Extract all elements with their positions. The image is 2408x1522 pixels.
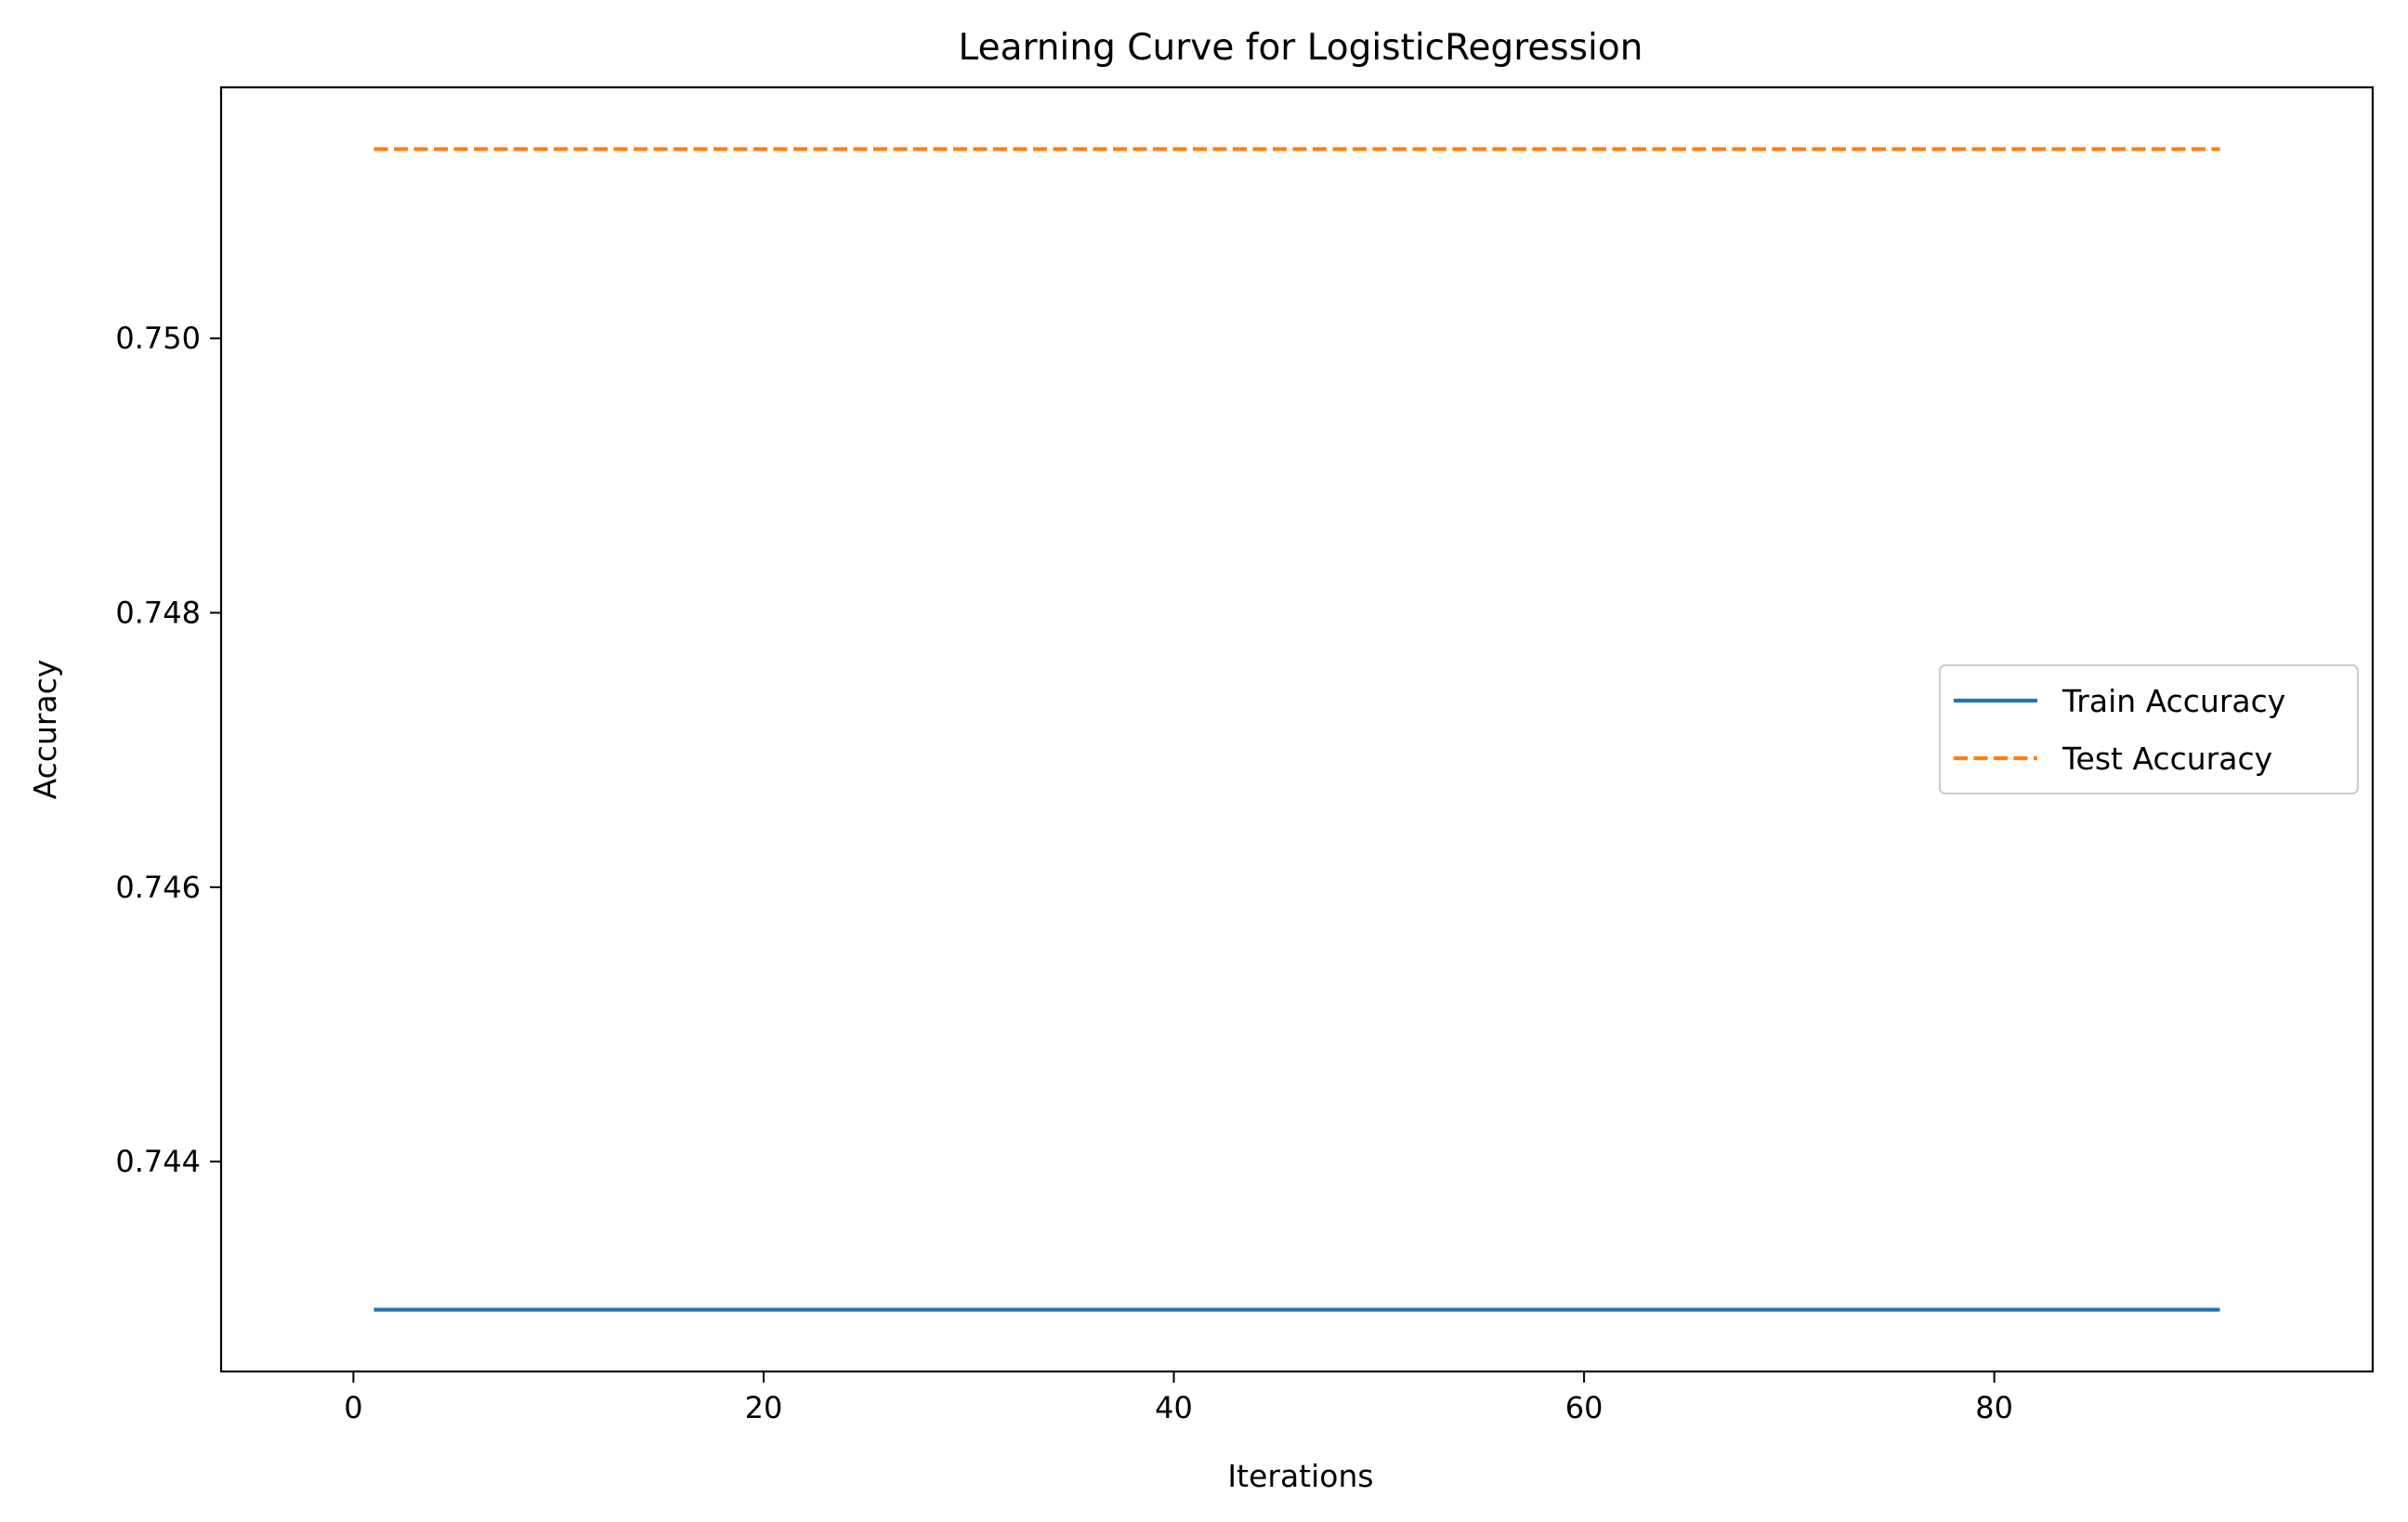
legend: Train Accuracy Test Accuracy [1939, 664, 2359, 794]
chart-title: Learning Curve for LogisticRegression [959, 27, 1643, 69]
y-tick-label: 0.744 [115, 1144, 201, 1179]
x-tick-label: 0 [344, 1390, 362, 1425]
y-axis-label: Accuracy [27, 660, 63, 800]
y-axis-ticks: 0.744 0.746 0.748 0.750 [115, 321, 221, 1179]
x-tick-label: 80 [1975, 1390, 2013, 1425]
y-tick-label: 0.748 [115, 595, 201, 630]
legend-label: Train Accuracy [2061, 683, 2285, 719]
x-tick-label: 60 [1565, 1390, 1603, 1425]
x-axis-ticks: 0 20 40 60 80 [344, 1371, 2013, 1425]
x-axis-label: Iterations [1227, 1458, 1373, 1494]
series-layer [373, 147, 2220, 1312]
x-tick-label: 40 [1155, 1390, 1193, 1425]
x-tick-label: 20 [745, 1390, 783, 1425]
y-tick-label: 0.750 [115, 321, 201, 356]
legend-label: Test Accuracy [2061, 741, 2272, 777]
y-tick-label: 0.746 [115, 870, 201, 905]
legend-box [1939, 664, 2359, 794]
plot-frame [219, 85, 2375, 1373]
legend-items: Train Accuracy Test Accuracy [1954, 683, 2285, 777]
